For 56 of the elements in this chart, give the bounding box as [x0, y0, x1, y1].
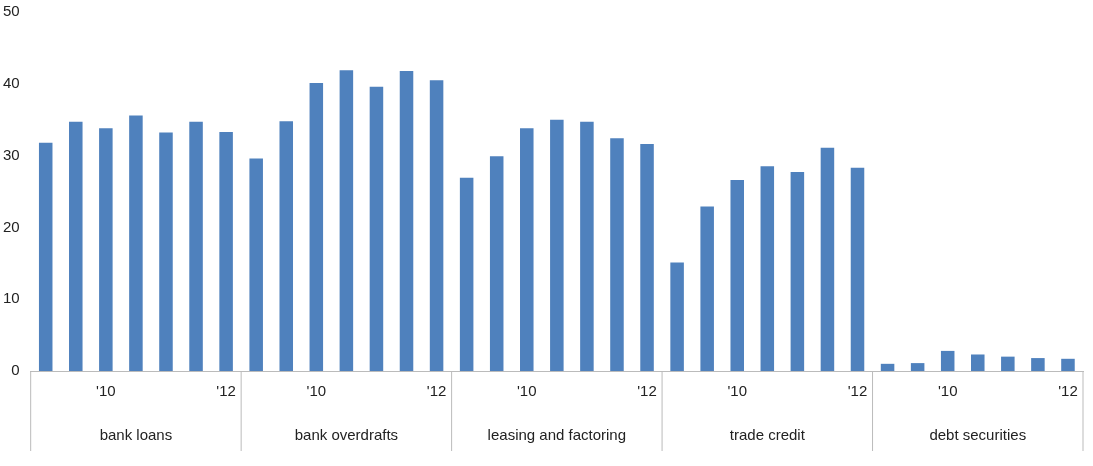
text: leasing and factoring [487, 426, 627, 444]
y-tick-label: 20 [3, 217, 20, 235]
bar [38, 142, 53, 371]
bar [129, 115, 143, 371]
bar [670, 262, 684, 371]
bar [580, 121, 594, 371]
bar [880, 363, 895, 371]
text: bank overdrafts [294, 426, 399, 444]
bar [309, 83, 324, 371]
y-tick-label: 50 [3, 2, 20, 20]
bar [489, 156, 504, 371]
bar [99, 128, 113, 371]
x-tick-label: '10 [306, 382, 327, 400]
bar [730, 180, 744, 371]
x-tick-label: '10 [96, 382, 116, 400]
bar [1001, 356, 1015, 371]
bar [640, 144, 654, 371]
x-tick-label: '12 [426, 382, 447, 400]
bar [550, 119, 564, 371]
bar [399, 70, 414, 371]
x-tick-label: '10 [937, 382, 958, 400]
text: trade credit [729, 426, 806, 444]
bar [1031, 358, 1045, 371]
bar [189, 121, 203, 371]
bar [69, 121, 83, 371]
x-tick-label: '12 [847, 382, 868, 400]
x-tick-label: '12 [637, 382, 657, 400]
bar [850, 167, 865, 371]
y-tick-label: 0 [11, 361, 20, 379]
y-tick-label: 10 [3, 289, 20, 307]
bar [971, 354, 985, 371]
bar [429, 80, 444, 371]
bar [910, 363, 925, 371]
bar [700, 206, 714, 371]
bar [820, 147, 835, 371]
bar [459, 177, 474, 371]
bar [279, 121, 294, 371]
bar [790, 172, 805, 371]
bar [940, 350, 955, 371]
x-tick-label: '10 [727, 382, 748, 400]
bar [520, 128, 534, 371]
bar [219, 131, 233, 371]
bar [1061, 358, 1075, 371]
bar [369, 86, 384, 371]
y-tick-label: 30 [3, 145, 20, 163]
text: bank loans [99, 426, 173, 444]
x-tick-label: '12 [1058, 382, 1078, 400]
text: debt securities [929, 426, 1027, 444]
x-tick-label: '12 [216, 382, 236, 400]
bar [159, 132, 173, 371]
bar [760, 166, 775, 371]
x-tick-label: '10 [516, 382, 537, 400]
bar [249, 158, 263, 371]
bar [339, 70, 354, 371]
y-tick-label: 40 [3, 73, 20, 91]
bar [610, 138, 624, 371]
